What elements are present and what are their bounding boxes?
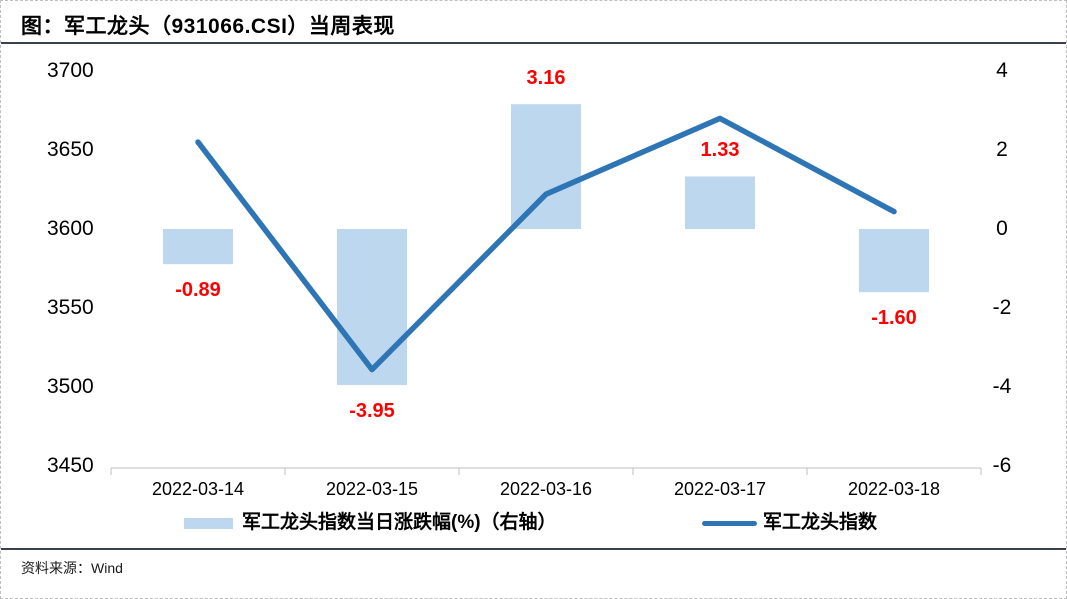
title-separator [1, 42, 1066, 44]
left-axis-tick-label: 3450 [47, 454, 94, 477]
left-axis-tick-label: 3650 [47, 138, 94, 161]
right-axis-tick-label: -4 [992, 375, 1012, 398]
legend-bar-label: 军工龙头指数当日涨跌幅(%)（右轴） [242, 512, 557, 533]
legend-line-label: 军工龙头指数 [763, 512, 878, 533]
right-axis-tick-label: -2 [992, 296, 1012, 319]
bar-value-label: 3.16 [526, 67, 566, 90]
left-axis-tick-label: 3500 [47, 375, 94, 398]
left-axis-tick-label: 3700 [47, 59, 94, 82]
right-axis-tick-label: 0 [996, 217, 1008, 240]
bar-value-label: -1.60 [871, 307, 917, 330]
chart-title: 图：军工龙头（931066.CSI）当周表现 [21, 15, 395, 38]
right-axis-tick-label: 4 [996, 59, 1008, 82]
x-axis-label: 2022-03-14 [151, 479, 245, 499]
legend-item-line: 军工龙头指数 [702, 512, 877, 534]
bar [163, 229, 233, 265]
footer-separator [1, 548, 1066, 550]
bar-value-label: -3.95 [349, 400, 395, 423]
bar [685, 176, 755, 229]
bar [859, 229, 929, 293]
bar-series-swatch [184, 517, 233, 529]
bar-value-label: -0.89 [175, 279, 221, 302]
line-series-swatch [702, 520, 757, 526]
x-axis-label: 2022-03-15 [325, 479, 419, 499]
source-text: 资料来源：Wind [21, 560, 123, 576]
bar [511, 104, 581, 229]
x-axis-label: 2022-03-16 [499, 479, 593, 499]
bar-value-label: 1.33 [700, 139, 740, 162]
index-line [195, 115, 897, 373]
left-axis-tick-label: 3600 [47, 217, 94, 240]
bar [337, 229, 407, 386]
x-axis-label: 2022-03-17 [673, 479, 767, 499]
x-axis-label: 2022-03-18 [847, 479, 941, 499]
right-axis-tick-label: -6 [992, 454, 1012, 477]
right-axis-tick-label: 2 [996, 138, 1008, 161]
legend-item-bar: 军工龙头指数当日涨跌幅(%)（右轴） [184, 512, 557, 534]
left-axis-tick-label: 3550 [47, 296, 94, 319]
